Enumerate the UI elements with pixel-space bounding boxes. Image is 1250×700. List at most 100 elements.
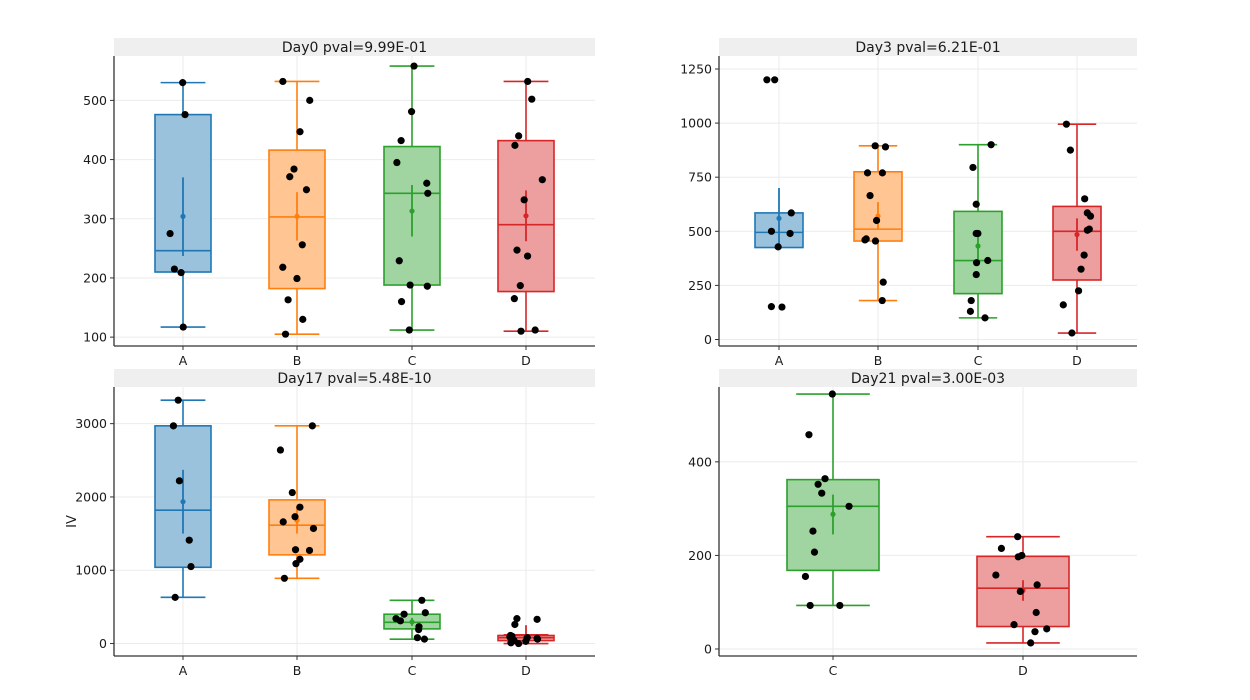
panel-abcd-1: Day3 pval=6.21E-01 0 250 500 750 1000 1250 A B C D xyxy=(680,38,1137,368)
y-tick-label: 200 xyxy=(83,270,107,285)
data-point xyxy=(413,634,421,642)
data-point xyxy=(279,77,287,86)
data-point xyxy=(288,488,296,497)
data-point xyxy=(836,601,844,610)
data-point xyxy=(293,274,301,283)
data-point xyxy=(308,422,316,430)
box-group-d xyxy=(497,615,555,648)
data-point xyxy=(1014,553,1022,561)
panel-strip xyxy=(719,369,1137,387)
box-group-c xyxy=(786,390,880,610)
box-group-a xyxy=(154,396,212,601)
data-point xyxy=(410,62,418,70)
data-point xyxy=(786,229,794,238)
panel-abcd-2: Day17 pval=5.48E-10 0 1000 2000 3000 IV A B C D xyxy=(65,369,595,678)
data-point xyxy=(538,176,546,184)
panel-strip xyxy=(719,38,1137,56)
data-point xyxy=(533,615,541,623)
panel-cd-3: Day21 pval=3.00E-03 0 200 400 C D xyxy=(688,369,1137,678)
y-tick-label: 500 xyxy=(688,224,712,239)
data-point xyxy=(415,626,423,634)
data-point xyxy=(1086,212,1095,220)
data-point xyxy=(863,169,872,177)
y-tick-label: 0 xyxy=(99,636,107,651)
data-point xyxy=(397,298,406,306)
x-tick-label: C xyxy=(829,663,838,678)
data-point xyxy=(972,229,980,238)
data-point xyxy=(405,326,413,334)
x-tick-label: C xyxy=(408,353,417,368)
mean-point xyxy=(180,213,186,219)
data-point xyxy=(185,536,193,544)
box-group-a xyxy=(154,79,212,331)
data-point xyxy=(175,477,184,485)
data-point xyxy=(967,296,975,305)
y-tick-label: 1250 xyxy=(680,61,712,76)
data-point xyxy=(421,609,429,617)
y-tick-label: 300 xyxy=(83,211,107,226)
data-point xyxy=(514,639,523,648)
data-point xyxy=(516,282,524,290)
data-point xyxy=(179,323,187,331)
data-point xyxy=(871,142,879,150)
box-group-c xyxy=(953,141,1003,322)
x-tick-label: B xyxy=(293,663,302,678)
data-point xyxy=(997,544,1006,553)
data-point xyxy=(981,314,989,322)
data-point xyxy=(309,524,318,533)
box-group-d xyxy=(1052,120,1102,337)
data-point xyxy=(528,95,536,103)
data-point xyxy=(866,191,874,200)
y-tick-label: 1000 xyxy=(680,116,712,131)
y-tick-label: 0 xyxy=(704,332,712,347)
data-point xyxy=(1080,251,1088,259)
data-point xyxy=(814,480,822,488)
y-tick-label: 100 xyxy=(83,330,107,345)
data-point xyxy=(181,110,189,119)
data-point xyxy=(420,635,429,643)
y-tick-label: 3000 xyxy=(75,416,107,431)
data-point xyxy=(396,617,404,625)
data-point xyxy=(1081,195,1089,203)
x-tick-label: D xyxy=(1018,663,1028,678)
panel-abcd-0: Day0 pval=9.99E-01 100 200 300 400 500 A B C D xyxy=(83,38,595,368)
data-point xyxy=(809,527,817,535)
mean-point xyxy=(975,243,981,249)
box-group-d xyxy=(976,533,1070,647)
data-point xyxy=(177,269,185,277)
data-point xyxy=(507,639,515,647)
box-group-a xyxy=(754,76,804,311)
data-point xyxy=(279,263,287,271)
y-tick-label: 400 xyxy=(83,152,107,167)
x-tick-label: D xyxy=(521,353,531,368)
data-point xyxy=(511,620,519,629)
data-point xyxy=(531,326,539,334)
data-point xyxy=(1068,329,1076,337)
data-point xyxy=(515,132,523,140)
y-tick-label: 2000 xyxy=(75,489,107,504)
data-point xyxy=(992,571,1000,579)
mean-point xyxy=(409,619,415,625)
data-point xyxy=(878,169,887,177)
data-point xyxy=(406,281,414,289)
data-point xyxy=(878,296,886,305)
data-point xyxy=(169,422,178,430)
data-point xyxy=(806,601,814,610)
x-tick-label: D xyxy=(1072,353,1082,368)
mean-point xyxy=(180,499,186,505)
data-point xyxy=(520,196,528,204)
box-group-b xyxy=(268,422,326,582)
y-tick-label: 750 xyxy=(688,170,712,185)
data-point xyxy=(1059,301,1067,309)
data-point xyxy=(861,236,869,244)
data-point xyxy=(972,270,980,279)
data-point xyxy=(291,513,299,521)
data-point xyxy=(292,560,300,568)
data-point xyxy=(298,241,306,249)
data-point xyxy=(845,502,853,510)
data-point xyxy=(1033,581,1041,589)
x-tick-label: B xyxy=(293,353,302,368)
data-point xyxy=(801,572,810,581)
data-point xyxy=(872,216,881,225)
data-point xyxy=(517,327,525,335)
